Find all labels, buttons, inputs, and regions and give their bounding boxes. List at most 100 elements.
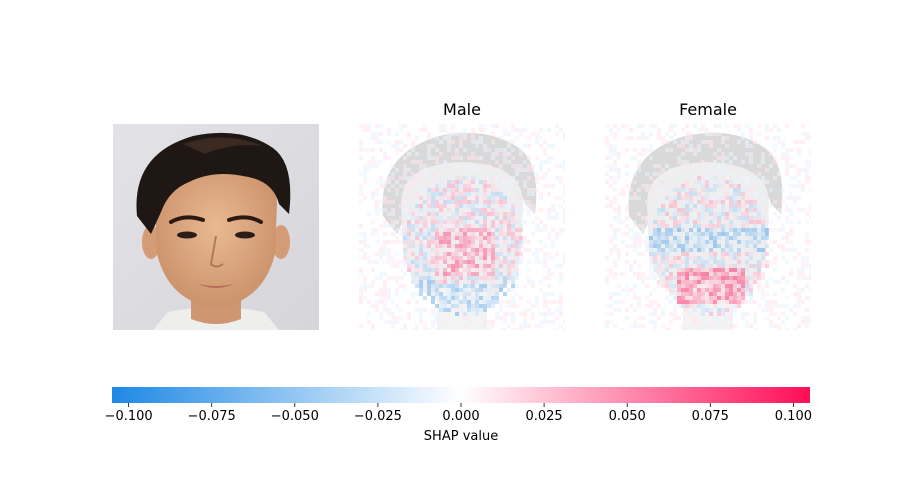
shap-pixel [455,132,459,136]
shap-pixel [555,176,559,180]
shap-pixel [725,272,729,276]
shap-pixel [431,208,435,212]
shap-pixel [531,312,535,316]
shap-pixel [677,272,681,276]
shap-pixel [769,228,773,232]
shap-pixel [705,240,709,244]
shap-pixel [693,208,697,212]
shap-pixel [483,280,487,284]
shap-pixel [443,240,447,244]
shap-pixel [733,192,737,196]
shap-pixel [407,152,411,156]
shap-pixel [535,176,539,180]
shap-pixel [733,268,737,272]
shap-pixel [785,172,789,176]
shap-pixel [547,308,551,312]
shap-pixel [725,236,729,240]
shap-pixel [431,168,435,172]
shap-pixel [717,252,721,256]
shap-pixel [523,220,527,224]
shap-pixel [467,156,471,160]
shap-pixel [793,184,797,188]
shap-pixel [661,192,665,196]
shap-pixel [455,276,459,280]
shap-pixel [543,148,547,152]
shap-pixel [519,252,523,256]
shap-pixel [499,184,503,188]
shap-pixel [681,220,685,224]
shap-pixel [769,312,773,316]
shap-pixel [721,272,725,276]
shap-pixel [777,228,781,232]
shap-pixel [665,276,669,280]
shap-pixel [475,200,479,204]
shap-pixel [613,148,617,152]
shap-pixel [447,224,451,228]
shap-pixel [547,252,551,256]
shap-pixel [809,276,811,280]
shap-pixel [471,224,475,228]
shap-pixel [733,296,737,300]
shap-pixel [729,296,733,300]
shap-pixel [653,260,657,264]
shap-pixel [499,232,503,236]
shap-pixel [709,252,713,256]
shap-pixel [717,216,721,220]
shap-pixel [729,200,733,204]
shap-pixel [535,172,539,176]
shap-pixel [367,168,371,172]
shap-pixel [649,268,653,272]
shap-pixel [785,160,789,164]
shap-pixel [717,264,721,268]
shap-pixel [717,272,721,276]
shap-pixel [765,264,769,268]
shap-pixel [419,176,423,180]
shap-pixel [455,296,459,300]
shap-pixel [753,248,757,252]
shap-pixel [705,300,709,304]
shap-pixel [559,176,563,180]
shap-pixel [621,300,625,304]
shap-pixel [765,180,769,184]
shap-pixel [495,124,499,128]
shap-pixel [479,156,483,160]
shap-pixel [491,252,495,256]
shap-pixel [709,184,713,188]
shap-pixel [609,148,613,152]
shap-pixel [475,304,479,308]
shap-pixel [411,276,415,280]
shap-pixel [403,208,407,212]
shap-pixel [447,200,451,204]
shap-pixel [641,152,645,156]
shap-pixel [729,276,733,280]
shap-pixel [761,264,765,268]
shap-pixel [757,304,761,308]
shap-pixel [359,144,363,148]
shap-pixel [419,256,423,260]
shap-pixel [503,160,507,164]
shap-pixel [637,136,641,140]
shap-pixel [609,156,613,160]
shap-pixel [709,256,713,260]
shap-pixel [423,260,427,264]
shap-pixel [383,304,387,308]
shap-pixel [371,132,375,136]
shap-pixel [753,232,757,236]
shap-pixel [609,292,613,296]
shap-pixel [491,172,495,176]
shap-pixel [721,292,725,296]
shap-pixel [531,208,535,212]
shap-pixel [649,300,653,304]
shap-pixel [669,204,673,208]
shap-pixel [435,260,439,264]
shap-pixel [511,280,515,284]
shap-pixel [503,184,507,188]
shap-pixel [471,300,475,304]
shap-pixel [515,164,519,168]
shap-pixel [531,220,535,224]
shap-pixel [693,308,697,312]
shap-pixel [657,268,661,272]
shap-pixel [447,296,451,300]
shap-pixel [467,308,471,312]
shap-pixel [531,316,535,320]
